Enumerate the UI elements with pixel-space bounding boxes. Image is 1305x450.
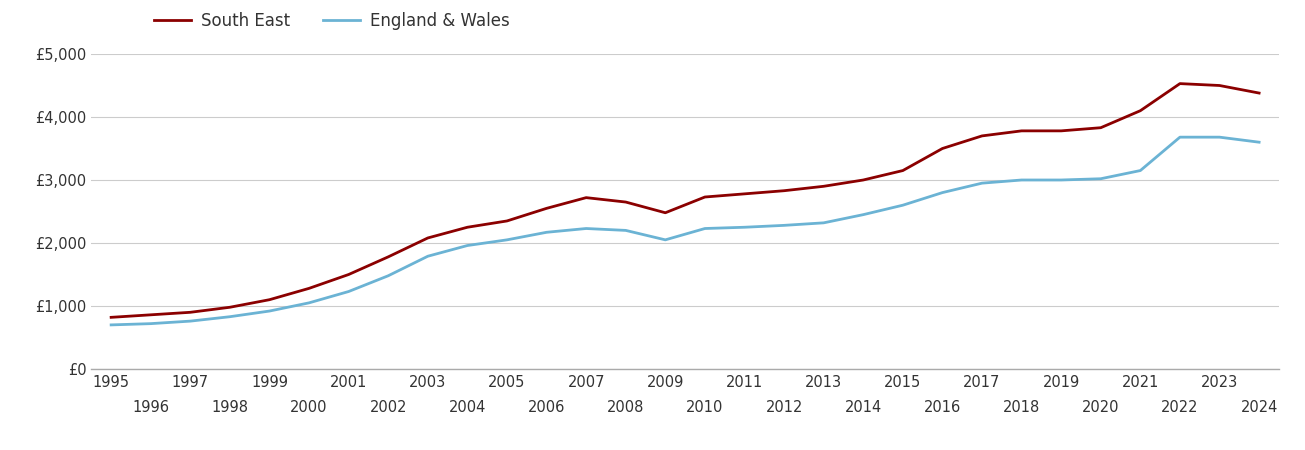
England & Wales — [420, 253, 436, 259]
South East — [697, 194, 713, 200]
South East — [103, 315, 119, 320]
Text: 1996: 1996 — [132, 400, 170, 414]
Text: 1998: 1998 — [211, 400, 248, 414]
South East — [183, 310, 198, 315]
England & Wales — [381, 273, 397, 279]
South East — [1251, 90, 1267, 96]
Text: 2012: 2012 — [766, 400, 803, 414]
Text: 2024: 2024 — [1241, 400, 1278, 414]
England & Wales — [1094, 176, 1109, 181]
South East — [1172, 81, 1188, 86]
Text: 2020: 2020 — [1082, 400, 1120, 414]
South East — [619, 199, 634, 205]
England & Wales — [1251, 140, 1267, 145]
South East — [301, 286, 317, 291]
England & Wales — [1014, 177, 1030, 183]
Text: 2010: 2010 — [686, 400, 723, 414]
South East — [262, 297, 278, 302]
Text: 2014: 2014 — [844, 400, 882, 414]
Text: 2006: 2006 — [529, 400, 565, 414]
Text: 2018: 2018 — [1004, 400, 1040, 414]
England & Wales — [776, 223, 792, 228]
England & Wales — [1053, 177, 1069, 183]
England & Wales — [856, 212, 872, 217]
South East — [1094, 125, 1109, 130]
South East — [539, 206, 555, 211]
South East — [737, 191, 753, 197]
South East — [420, 235, 436, 241]
Text: 2016: 2016 — [924, 400, 960, 414]
England & Wales — [459, 243, 475, 248]
Text: 2002: 2002 — [369, 400, 407, 414]
Text: 2008: 2008 — [607, 400, 645, 414]
Line: England & Wales: England & Wales — [111, 137, 1259, 325]
South East — [144, 312, 159, 318]
England & Wales — [975, 180, 990, 186]
England & Wales — [500, 237, 515, 243]
South East — [500, 218, 515, 224]
South East — [975, 133, 990, 139]
South East — [895, 168, 911, 173]
England & Wales — [697, 226, 713, 231]
South East — [934, 146, 950, 151]
Line: South East: South East — [111, 84, 1259, 317]
Legend: South East, England & Wales: South East, England & Wales — [147, 6, 515, 37]
England & Wales — [1172, 135, 1188, 140]
South East — [1053, 128, 1069, 134]
South East — [459, 225, 475, 230]
South East — [381, 254, 397, 260]
England & Wales — [341, 289, 356, 294]
South East — [222, 305, 238, 310]
England & Wales — [539, 230, 555, 235]
England & Wales — [103, 322, 119, 328]
England & Wales — [934, 190, 950, 195]
England & Wales — [144, 321, 159, 326]
South East — [1212, 83, 1228, 88]
Text: 2004: 2004 — [449, 400, 485, 414]
South East — [341, 272, 356, 277]
England & Wales — [222, 314, 238, 319]
Text: 2000: 2000 — [290, 400, 328, 414]
South East — [776, 188, 792, 194]
England & Wales — [301, 300, 317, 306]
England & Wales — [737, 225, 753, 230]
England & Wales — [262, 308, 278, 314]
South East — [1133, 108, 1148, 113]
England & Wales — [816, 220, 831, 225]
England & Wales — [658, 237, 673, 243]
South East — [816, 184, 831, 189]
England & Wales — [1133, 168, 1148, 173]
Text: 2022: 2022 — [1161, 400, 1199, 414]
South East — [1014, 128, 1030, 134]
South East — [658, 210, 673, 216]
England & Wales — [1212, 135, 1228, 140]
England & Wales — [895, 202, 911, 208]
England & Wales — [578, 226, 594, 231]
South East — [856, 177, 872, 183]
England & Wales — [619, 228, 634, 233]
England & Wales — [183, 319, 198, 324]
South East — [578, 195, 594, 200]
